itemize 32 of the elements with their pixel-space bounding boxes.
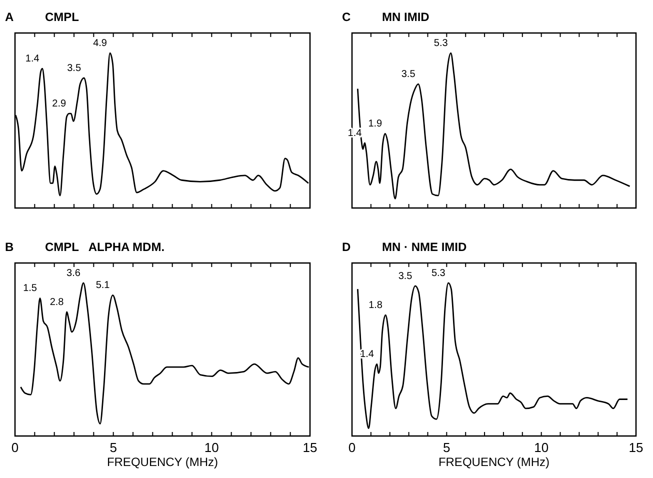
annotation: 5.3 xyxy=(431,268,446,279)
annotation: 3.5 xyxy=(398,270,413,282)
chart-subtitle: MN · NME IMID xyxy=(382,240,467,254)
annotation: 3.5 xyxy=(67,62,82,74)
x-axis-title: FREQUENCY (MHz) xyxy=(438,455,550,469)
chart-subtitle: CMPL xyxy=(45,10,79,24)
x-tick-label: 5 xyxy=(443,440,450,455)
x-axis-title: FREQUENCY (MHz) xyxy=(106,455,218,469)
annotation: 3.6 xyxy=(66,268,81,279)
chart-title: D xyxy=(342,240,351,254)
x-tick-label: 15 xyxy=(628,440,644,455)
chart-subtitle: MN IMID xyxy=(382,10,430,24)
x-tick-label: 15 xyxy=(302,440,318,455)
annotation: 1.8 xyxy=(368,300,383,312)
annotation: 4.9 xyxy=(93,38,108,50)
annotation: 2.9 xyxy=(52,98,67,110)
x-tick-label: 0 xyxy=(348,440,356,455)
x-tick-label: 5 xyxy=(110,440,117,455)
annotation: 5.3 xyxy=(434,38,448,50)
x-tick-label: 10 xyxy=(204,440,219,455)
annotation: 3.5 xyxy=(401,69,416,80)
annotation: 1.9 xyxy=(368,118,383,130)
chart-title: A xyxy=(5,10,14,24)
annotation: 1.4 xyxy=(25,54,40,65)
annotation: 1.5 xyxy=(23,283,38,294)
annotation: 2.8 xyxy=(50,296,64,308)
chart-subtitle: CMPL ALPHA MDM. xyxy=(45,240,165,254)
x-tick-label: 10 xyxy=(534,440,549,455)
annotation: 5.1 xyxy=(96,280,110,292)
x-tick-label: 0 xyxy=(11,440,19,455)
chart-title: B xyxy=(5,240,14,254)
chart-title: C xyxy=(342,10,351,24)
